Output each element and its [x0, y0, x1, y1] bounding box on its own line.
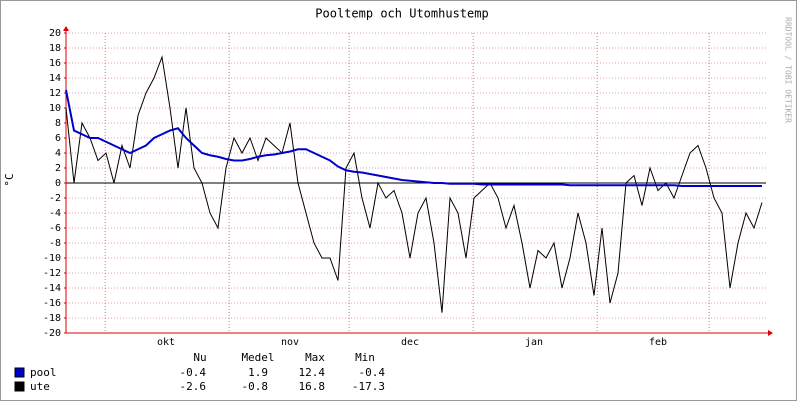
stat-value: -0.4: [180, 366, 207, 379]
y-arrow: [63, 26, 69, 31]
chart-title: Pooltemp och Utomhustemp: [315, 7, 488, 21]
x-tick-label: dec: [401, 337, 419, 348]
series-line: [65, 55, 763, 313]
stat-value: -0.8: [242, 380, 269, 393]
legend-label: pool: [30, 366, 57, 379]
y-tick-label: 20: [49, 28, 61, 39]
y-tick-label: -6: [49, 223, 61, 234]
y-tick-label: -12: [43, 268, 61, 279]
series-line: [65, 89, 762, 187]
x-tick-label: okt: [157, 337, 175, 348]
y-tick-label: 16: [49, 58, 61, 69]
y-tick-label: 10: [49, 103, 61, 114]
x-tick-label: feb: [649, 337, 667, 348]
y-tick-label: 0: [55, 178, 61, 189]
stat-header: Max: [305, 351, 325, 364]
x-tick-label: nov: [281, 337, 299, 348]
y-tick-label: -10: [43, 253, 61, 264]
y-axis-label: °C: [3, 173, 16, 186]
y-tick-label: 14: [49, 73, 61, 84]
y-tick-label: -20: [43, 328, 61, 339]
legend-label: ute: [30, 380, 50, 393]
y-tick-label: -2: [49, 193, 61, 204]
y-tick-label: -16: [43, 298, 61, 309]
stat-value: -2.6: [180, 380, 207, 393]
y-tick-label: 6: [55, 133, 61, 144]
legend-swatch: [14, 381, 25, 392]
stat-header: Medel: [241, 351, 274, 364]
side-text: RRDTOOL / TOBI OETIKER: [784, 17, 793, 123]
legend-swatch: [14, 367, 25, 378]
y-tick-label: 12: [49, 88, 61, 99]
stat-value: 12.4: [299, 366, 326, 379]
x-tick-label: jan: [525, 337, 543, 348]
y-tick-label: 2: [55, 163, 61, 174]
y-tick-label: -14: [43, 283, 61, 294]
x-arrow: [768, 330, 773, 336]
y-tick-label: -18: [43, 313, 61, 324]
y-tick-label: 18: [49, 43, 61, 54]
stat-value: 1.9: [248, 366, 268, 379]
y-tick-label: 4: [55, 148, 61, 159]
stat-value: -0.4: [359, 366, 386, 379]
stat-value: 16.8: [299, 380, 326, 393]
stat-value: -17.3: [352, 380, 385, 393]
y-tick-label: 8: [55, 118, 61, 129]
y-tick-label: -8: [49, 238, 61, 249]
stat-header: Nu: [193, 351, 206, 364]
y-tick-label: -4: [49, 208, 61, 219]
stat-header: Min: [355, 351, 375, 364]
